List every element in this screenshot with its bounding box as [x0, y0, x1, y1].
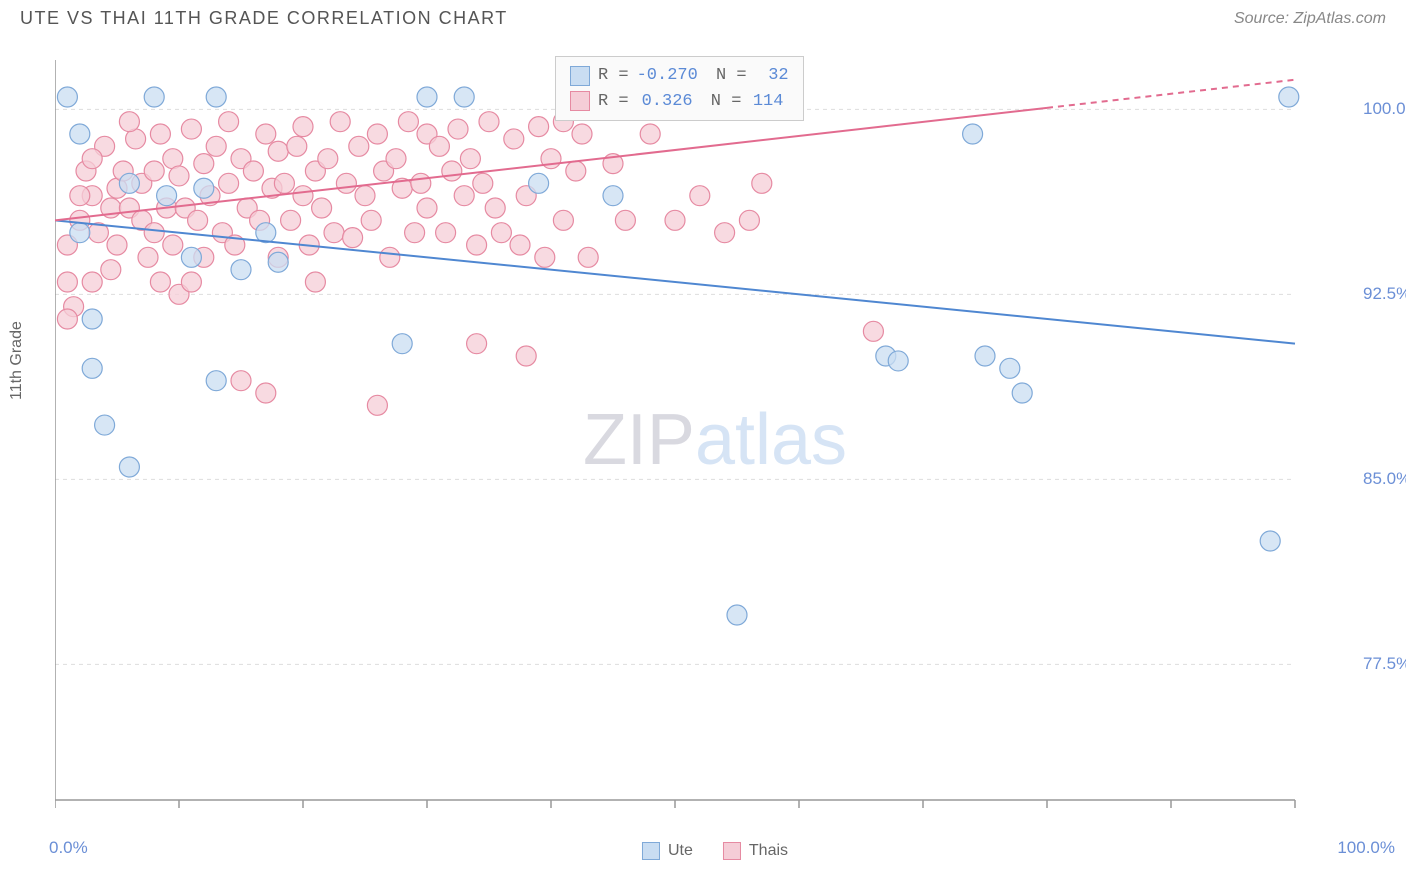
scatter-plot [55, 50, 1375, 830]
y-tick-label: 100.0% [1363, 99, 1406, 119]
stats-swatch-ute [570, 66, 590, 86]
y-tick-label: 92.5% [1363, 284, 1406, 304]
chart-source: Source: ZipAtlas.com [1234, 10, 1386, 28]
x-min-label: 0.0% [49, 838, 88, 858]
y-axis-label: 11th Grade [8, 321, 26, 400]
stat-n-ute: 32 [755, 63, 789, 89]
chart-header: UTE VS THAI 11TH GRADE CORRELATION CHART… [0, 0, 1406, 33]
stats-swatch-thais [570, 91, 590, 111]
stat-n-thais: 114 [749, 89, 783, 115]
stats-row-ute: R = -0.270 N = 32 [570, 63, 789, 89]
legend-item-ute: Ute [642, 842, 693, 860]
x-max-label: 100.0% [1337, 838, 1395, 858]
legend-label-ute: Ute [668, 842, 693, 860]
stat-r-label: R = [598, 63, 629, 89]
y-tick-label: 85.0% [1363, 469, 1406, 489]
legend-swatch-ute [642, 842, 660, 860]
stat-n-label-2: N = [701, 89, 742, 115]
legend-label-thais: Thais [749, 842, 788, 860]
correlation-stats-box: R = -0.270 N = 32 R = 0.326 N = 114 [555, 56, 804, 121]
stat-r-label-2: R = [598, 89, 629, 115]
legend-item-thais: Thais [723, 842, 788, 860]
stat-r-ute: -0.270 [637, 63, 698, 89]
bottom-legend: Ute Thais [642, 842, 788, 860]
chart-area: ZIPatlas 77.5%85.0%92.5%100.0% 0.0% 100.… [55, 50, 1375, 830]
chart-title: UTE VS THAI 11TH GRADE CORRELATION CHART [20, 8, 508, 29]
stat-r-thais: 0.326 [637, 89, 693, 115]
y-tick-label: 77.5% [1363, 654, 1406, 674]
legend-swatch-thais [723, 842, 741, 860]
stats-row-thais: R = 0.326 N = 114 [570, 89, 789, 115]
stat-n-label: N = [706, 63, 747, 89]
